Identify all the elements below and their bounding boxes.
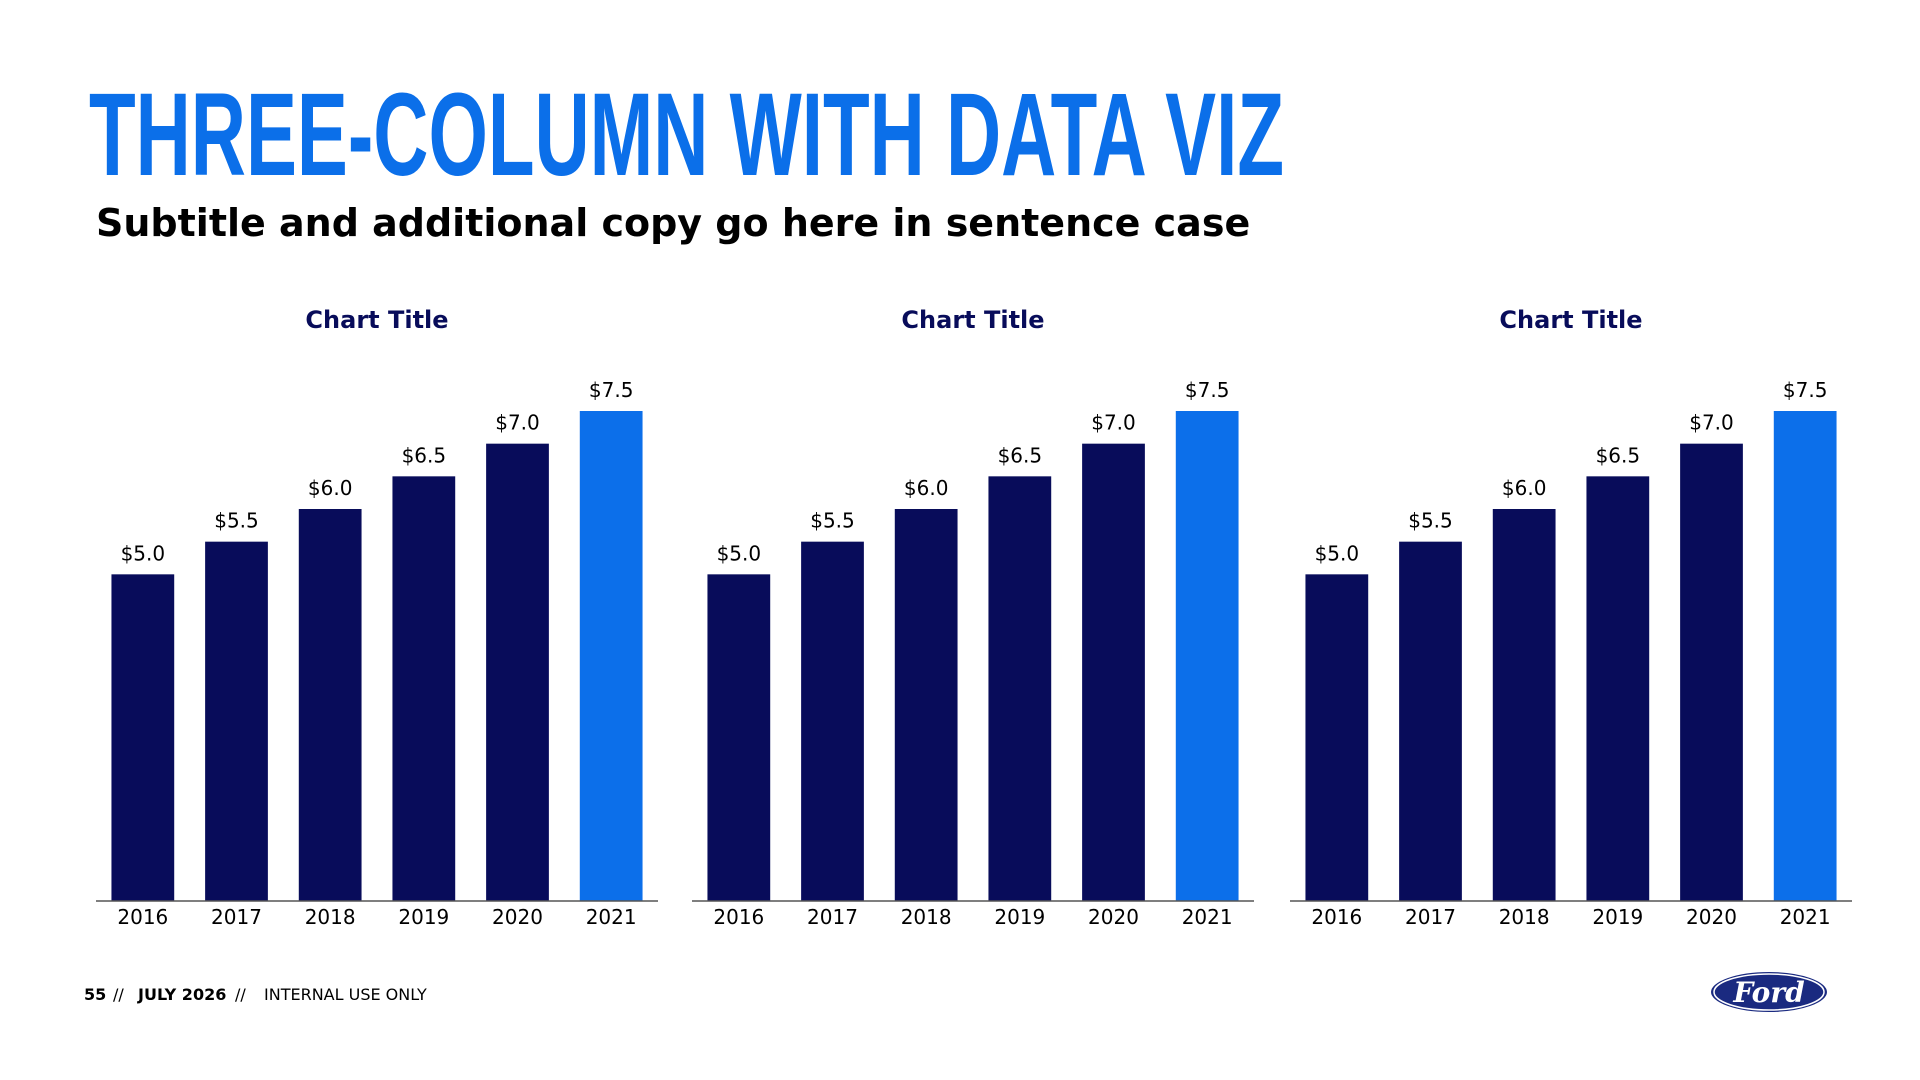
value-label: $5.0 bbox=[121, 541, 166, 565]
x-tick-label: 2017 bbox=[1405, 905, 1456, 929]
chart-title: Chart Title bbox=[305, 306, 448, 334]
slide-title: THREE-COLUMN WITH DATA VIZ bbox=[89, 69, 1284, 201]
ford-logo: Ford bbox=[1709, 970, 1829, 1014]
bar bbox=[1399, 541, 1462, 901]
value-label: $7.5 bbox=[589, 378, 634, 402]
x-tick-label: 2020 bbox=[1686, 905, 1737, 929]
page-number: 55 bbox=[84, 985, 106, 1004]
x-tick-label: 2020 bbox=[492, 905, 543, 929]
bar bbox=[1175, 411, 1239, 901]
x-tick-label: 2019 bbox=[994, 905, 1045, 929]
bar bbox=[1305, 574, 1369, 901]
chart-title: Chart Title bbox=[1499, 306, 1642, 334]
bar bbox=[111, 574, 175, 901]
x-tick-label: 2018 bbox=[901, 905, 952, 929]
x-tick-label: 2017 bbox=[807, 905, 858, 929]
value-label: $6.0 bbox=[904, 476, 949, 500]
value-label: $5.0 bbox=[1315, 541, 1360, 565]
value-label: $6.5 bbox=[1596, 443, 1641, 467]
classification: INTERNAL USE ONLY bbox=[264, 985, 427, 1004]
bar bbox=[392, 476, 456, 901]
x-tick-label: 2016 bbox=[713, 905, 764, 929]
bar bbox=[579, 411, 643, 901]
value-label: $7.5 bbox=[1783, 378, 1828, 402]
bar bbox=[801, 541, 864, 901]
value-label: $7.0 bbox=[1091, 411, 1136, 435]
value-label: $5.5 bbox=[810, 509, 855, 533]
x-tick-label: 2021 bbox=[586, 905, 637, 929]
value-label: $6.0 bbox=[308, 476, 353, 500]
value-label: $7.0 bbox=[495, 411, 540, 435]
bar bbox=[1082, 443, 1145, 901]
bar bbox=[1586, 476, 1650, 901]
bar bbox=[486, 443, 549, 901]
logo-ring bbox=[1713, 973, 1825, 1011]
value-label: $5.5 bbox=[214, 509, 259, 533]
separator: // bbox=[235, 985, 246, 1004]
bar bbox=[894, 509, 958, 901]
x-tick-label: 2017 bbox=[211, 905, 262, 929]
subtitle: Subtitle and additional copy go here in … bbox=[96, 201, 1250, 245]
x-tick-label: 2020 bbox=[1088, 905, 1139, 929]
x-tick-label: 2018 bbox=[305, 905, 356, 929]
bar bbox=[205, 541, 268, 901]
value-label: $5.5 bbox=[1408, 509, 1453, 533]
value-label: $7.0 bbox=[1689, 411, 1734, 435]
bar bbox=[707, 574, 771, 901]
x-tick-label: 2019 bbox=[1592, 905, 1643, 929]
bar bbox=[1492, 509, 1556, 901]
value-label: $6.0 bbox=[1502, 476, 1547, 500]
x-tick-label: 2016 bbox=[1311, 905, 1362, 929]
value-label: $5.0 bbox=[717, 541, 762, 565]
x-tick-label: 2021 bbox=[1182, 905, 1233, 929]
logo-text: Ford bbox=[1732, 976, 1804, 1009]
bar bbox=[988, 476, 1052, 901]
chart-title: Chart Title bbox=[901, 306, 1044, 334]
date: JULY 2026 bbox=[137, 985, 226, 1004]
x-tick-label: 2019 bbox=[398, 905, 449, 929]
value-label: $6.5 bbox=[998, 443, 1043, 467]
x-tick-label: 2016 bbox=[117, 905, 168, 929]
x-tick-label: 2021 bbox=[1780, 905, 1831, 929]
bar bbox=[1680, 443, 1743, 901]
x-tick-label: 2018 bbox=[1499, 905, 1550, 929]
bar bbox=[298, 509, 362, 901]
value-label: $7.5 bbox=[1185, 378, 1230, 402]
value-label: $6.5 bbox=[402, 443, 447, 467]
logo-oval bbox=[1709, 970, 1829, 1014]
bar bbox=[1773, 411, 1837, 901]
separator: // bbox=[113, 985, 124, 1004]
